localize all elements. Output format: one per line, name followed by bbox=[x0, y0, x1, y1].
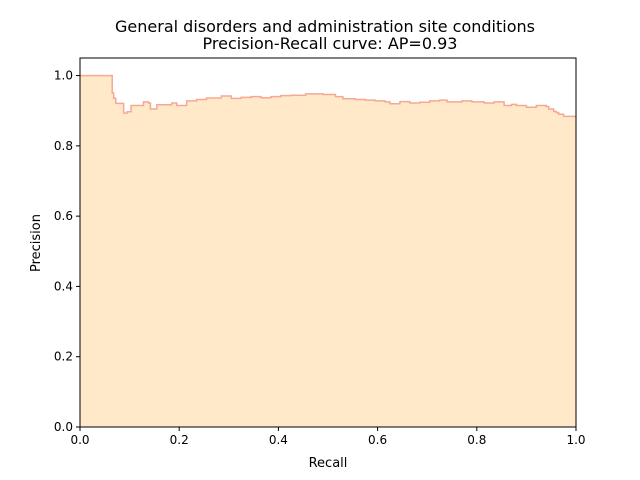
pr-curve-line bbox=[80, 74, 576, 118]
x-axis-label: Recall bbox=[309, 456, 348, 471]
axes-frame bbox=[79, 57, 577, 428]
y-axis-label: Precision bbox=[29, 214, 44, 272]
y-tick-label: 0.0 bbox=[54, 420, 73, 434]
plot-area bbox=[80, 74, 576, 427]
x-tick-label: 0.6 bbox=[368, 433, 387, 447]
chart-title-line1: General disorders and administration sit… bbox=[115, 17, 535, 36]
x-tick-label: 0.0 bbox=[70, 433, 89, 447]
y-axis: 0.0 0.2 0.4 0.6 0.8 1.0 bbox=[54, 69, 80, 434]
x-tick-label: 0.4 bbox=[269, 433, 288, 447]
x-axis: 0.0 0.2 0.4 0.6 0.8 1.0 bbox=[70, 427, 586, 447]
x-tick-label: 0.2 bbox=[170, 433, 189, 447]
pr-area-fill bbox=[80, 75, 576, 427]
x-tick-label: 1.0 bbox=[566, 433, 585, 447]
chart-title-line2: Precision-Recall curve: AP=0.93 bbox=[203, 34, 458, 53]
y-tick-label: 0.8 bbox=[54, 139, 73, 153]
y-tick-label: 0.4 bbox=[54, 279, 73, 293]
y-tick-label: 0.2 bbox=[54, 350, 73, 364]
x-tick-label: 0.8 bbox=[467, 433, 486, 447]
y-tick-label: 1.0 bbox=[54, 69, 73, 83]
y-tick-label: 0.6 bbox=[54, 209, 73, 223]
